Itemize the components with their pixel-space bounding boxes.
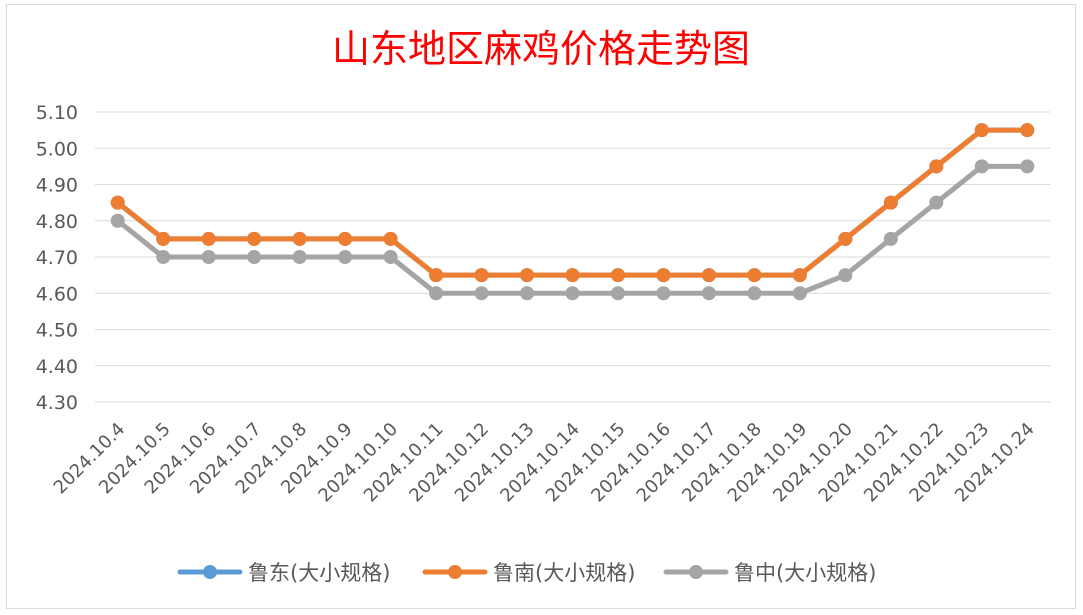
y-tick-label: 4.90 — [36, 175, 78, 197]
data-point — [610, 268, 625, 283]
data-point — [429, 286, 444, 301]
data-point — [883, 195, 898, 210]
y-tick-label: 4.70 — [36, 247, 78, 269]
data-point — [383, 231, 398, 246]
data-point — [201, 231, 216, 246]
data-point — [1020, 123, 1035, 138]
data-point — [201, 250, 216, 264]
legend-label: 鲁中(大小规格) — [734, 561, 876, 585]
data-point — [338, 231, 353, 246]
data-point — [565, 268, 580, 283]
legend: 鲁东(大小规格) 鲁南(大小规格) 鲁中(大小规格) — [177, 561, 876, 585]
data-point — [838, 268, 853, 283]
y-tick-label: 4.60 — [36, 283, 78, 305]
data-point — [292, 250, 307, 264]
data-point — [747, 286, 762, 301]
y-tick-label: 5.00 — [36, 138, 78, 160]
data-point — [974, 159, 989, 174]
data-point — [520, 286, 535, 301]
data-point — [610, 286, 625, 301]
data-point — [429, 268, 444, 283]
chart-frame — [6, 4, 1076, 609]
data-point — [474, 268, 489, 283]
legend-item: 鲁中(大小规格) — [663, 561, 876, 585]
data-point — [701, 268, 716, 283]
data-point — [156, 250, 171, 264]
data-point — [247, 231, 262, 246]
data-point — [929, 159, 944, 174]
data-point — [383, 250, 398, 264]
y-axis-ticks: 5.10 5.00 4.90 4.80 4.70 4.60 4.50 4.40 4.30 — [36, 102, 78, 414]
data-point — [110, 195, 125, 210]
y-tick-label: 4.50 — [36, 320, 78, 342]
data-point — [656, 268, 671, 283]
series-3 — [110, 159, 1035, 301]
y-tick-label: 4.80 — [36, 211, 78, 233]
data-point — [338, 250, 353, 264]
legend-swatch-marker — [689, 565, 703, 579]
data-point — [565, 286, 580, 301]
data-point — [747, 268, 762, 283]
data-point — [474, 286, 489, 301]
legend-item: 鲁南(大小规格) — [422, 561, 635, 585]
data-point — [292, 231, 307, 246]
legend-label: 鲁东(大小规格) — [248, 561, 390, 585]
series-lines — [110, 123, 1035, 301]
x-axis-ticks: 2024.10.42024.10.52024.10.62024.10.72024… — [50, 419, 1039, 507]
data-point — [792, 286, 807, 301]
legend-swatch-marker — [448, 565, 462, 579]
data-point — [838, 231, 853, 246]
data-point — [247, 250, 262, 264]
chart-title: 山东地区麻鸡价格走势图 — [332, 27, 750, 71]
data-point — [656, 286, 671, 301]
y-tick-label: 5.10 — [36, 102, 78, 124]
data-point — [520, 268, 535, 283]
legend-label: 鲁南(大小规格) — [493, 561, 635, 585]
legend-swatch-marker — [203, 565, 217, 579]
data-point — [929, 195, 944, 210]
data-point — [883, 231, 898, 246]
data-point — [792, 268, 807, 283]
legend-item: 鲁东(大小规格) — [177, 561, 390, 585]
data-point — [974, 123, 989, 138]
data-point — [1020, 159, 1035, 174]
data-point — [110, 213, 125, 228]
series-2 — [110, 123, 1035, 283]
data-point — [701, 286, 716, 301]
data-point — [156, 231, 171, 246]
y-tick-label: 4.40 — [36, 356, 78, 378]
y-tick-label: 4.30 — [36, 392, 78, 414]
